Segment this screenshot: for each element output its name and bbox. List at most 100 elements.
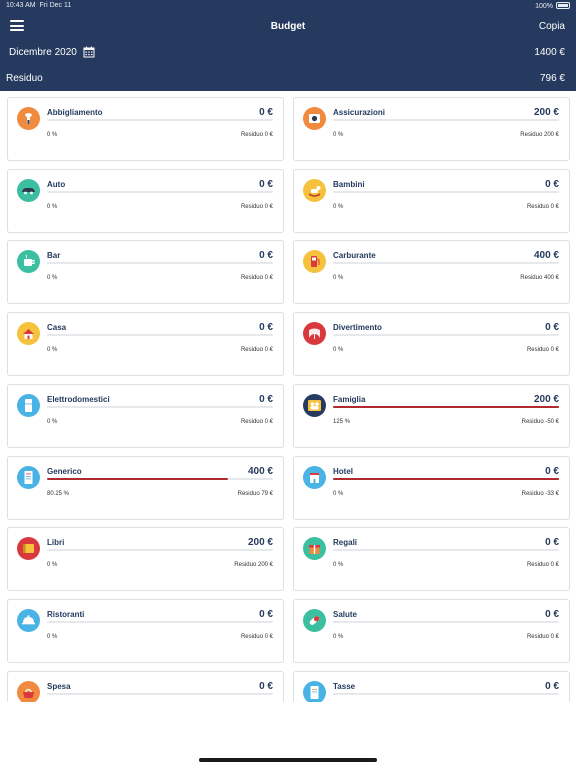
month-selector[interactable]: Dicembre 2020 bbox=[9, 47, 77, 58]
progress-fill bbox=[47, 477, 229, 480]
battery-icon bbox=[556, 2, 570, 9]
remaining-value: 796 € bbox=[539, 73, 565, 84]
category-remaining: Residuo 79 € bbox=[237, 490, 273, 497]
category-name: Salute bbox=[333, 609, 358, 619]
hamburger-menu-icon[interactable] bbox=[10, 20, 24, 31]
theater-icon bbox=[303, 322, 326, 346]
receipt-icon bbox=[17, 465, 40, 489]
category-budget: 0 € bbox=[545, 465, 559, 477]
category-card[interactable]: Bar 0 € 0 % Residuo 0 € bbox=[7, 240, 284, 305]
book-icon bbox=[17, 537, 40, 561]
page-title: Budget bbox=[270, 21, 306, 32]
category-card[interactable]: Generico 400 € 80.25 % Residuo 79 € bbox=[7, 455, 284, 520]
category-card[interactable]: Famiglia 200 € 125 % Residuo -50 € bbox=[293, 383, 570, 448]
progress-fill bbox=[333, 405, 559, 408]
fuel-pump-icon bbox=[303, 250, 326, 274]
category-budget: 0 € bbox=[545, 608, 559, 620]
category-name: Hotel bbox=[333, 466, 353, 476]
category-budget: 0 € bbox=[259, 250, 273, 262]
category-remaining: Residuo -50 € bbox=[521, 418, 559, 425]
category-card[interactable]: Regali 0 € 0 % Residuo 0 € bbox=[293, 527, 570, 592]
category-card[interactable]: Auto 0 € 0 % Residuo 0 € bbox=[7, 168, 284, 233]
hotel-icon bbox=[303, 465, 326, 489]
progress-bar bbox=[47, 620, 273, 623]
status-bar: 10:43 AM Fri Dec 11 100% bbox=[6, 2, 570, 12]
category-percent: 0 % bbox=[333, 347, 344, 354]
coffee-icon bbox=[17, 250, 40, 274]
status-time: 10:43 AM Fri Dec 11 bbox=[6, 2, 71, 9]
budget-total: 1400 € bbox=[534, 47, 565, 58]
category-budget: 0 € bbox=[259, 608, 273, 620]
category-name: Divertimento bbox=[333, 323, 382, 333]
house-icon bbox=[17, 322, 40, 346]
progress-fill bbox=[333, 477, 559, 480]
category-percent: 0 % bbox=[333, 203, 344, 210]
progress-bar bbox=[47, 477, 273, 480]
category-budget: 0 € bbox=[259, 322, 273, 334]
progress-bar bbox=[333, 119, 559, 121]
calendar-icon[interactable] bbox=[83, 46, 95, 58]
category-remaining: Residuo 200 € bbox=[520, 132, 559, 138]
status-date: Fri Dec 11 bbox=[39, 2, 72, 9]
category-percent: 0 % bbox=[47, 562, 58, 569]
category-budget: 0 € bbox=[545, 680, 559, 692]
family-icon bbox=[303, 393, 326, 417]
category-remaining: Residuo 200 € bbox=[234, 562, 273, 569]
progress-bar bbox=[333, 405, 559, 408]
category-name: Spesa bbox=[47, 681, 71, 691]
fridge-icon bbox=[17, 393, 40, 417]
category-card[interactable]: Abbigliamento 0 € 0 % Residuo 0 € bbox=[7, 97, 284, 161]
gift-icon bbox=[303, 537, 326, 561]
category-card[interactable]: Casa 0 € 0 % Residuo 0 € bbox=[7, 312, 284, 377]
category-grid: Abbigliamento 0 € 0 % Residuo 0 € Assicurazi… bbox=[7, 97, 570, 702]
category-percent: 0 % bbox=[47, 132, 58, 138]
category-budget: 400 € bbox=[533, 250, 559, 262]
category-percent: 0 % bbox=[47, 203, 58, 210]
category-budget: 0 € bbox=[259, 107, 273, 118]
category-card[interactable]: Assicurazioni 200 € 0 % Residuo 200 € bbox=[293, 97, 570, 161]
tax-document-icon bbox=[303, 680, 326, 702]
category-remaining: Residuo 0 € bbox=[526, 633, 559, 640]
category-remaining: Residuo 0 € bbox=[240, 275, 273, 282]
progress-bar bbox=[47, 334, 273, 337]
copy-button[interactable]: Copia bbox=[538, 21, 565, 32]
category-name: Carburante bbox=[333, 251, 376, 261]
insurance-icon bbox=[303, 107, 326, 130]
category-remaining: Residuo 400 € bbox=[520, 275, 559, 282]
category-remaining: Residuo 0 € bbox=[526, 562, 559, 569]
category-name: Regali bbox=[333, 538, 358, 548]
progress-bar bbox=[333, 620, 559, 623]
category-percent: 0 % bbox=[47, 347, 58, 354]
category-card[interactable]: Hotel 0 € 0 % Residuo -33 € bbox=[293, 455, 570, 520]
pill-icon bbox=[303, 608, 326, 632]
category-percent: 80.25 % bbox=[47, 490, 70, 497]
progress-bar bbox=[47, 692, 273, 695]
progress-bar bbox=[333, 477, 559, 480]
category-name: Casa bbox=[47, 323, 67, 333]
progress-bar bbox=[47, 549, 273, 552]
category-name: Abbigliamento bbox=[47, 108, 103, 117]
category-card[interactable]: Salute 0 € 0 % Residuo 0 € bbox=[293, 598, 570, 663]
category-budget: 400 € bbox=[247, 465, 273, 477]
category-card[interactable]: Bambini 0 € 0 % Residuo 0 € bbox=[293, 168, 570, 233]
home-indicator[interactable] bbox=[199, 758, 377, 762]
battery-percent: 100% bbox=[535, 3, 553, 10]
category-percent: 0 % bbox=[333, 132, 344, 138]
category-card[interactable]: Elettrodomestici 0 € 0 % Residuo 0 € bbox=[7, 383, 284, 448]
category-card[interactable]: Ristoranti 0 € 0 % Residuo 0 € bbox=[7, 598, 284, 663]
category-card[interactable]: Divertimento 0 € 0 % Residuo 0 € bbox=[293, 312, 570, 377]
category-card[interactable]: Carburante 400 € 0 % Residuo 400 € bbox=[293, 240, 570, 305]
category-remaining: Residuo 0 € bbox=[240, 633, 273, 640]
category-card[interactable]: Libri 200 € 0 % Residuo 200 € bbox=[7, 527, 284, 592]
category-budget: 200 € bbox=[533, 107, 559, 118]
progress-bar bbox=[333, 549, 559, 552]
category-percent: 0 % bbox=[333, 562, 344, 569]
category-budget: 0 € bbox=[545, 537, 559, 549]
category-percent: 125 % bbox=[333, 418, 351, 425]
category-name: Famiglia bbox=[333, 394, 366, 404]
cloche-icon bbox=[17, 608, 40, 632]
category-budget: 0 € bbox=[545, 322, 559, 334]
category-remaining: Residuo -33 € bbox=[521, 490, 559, 497]
